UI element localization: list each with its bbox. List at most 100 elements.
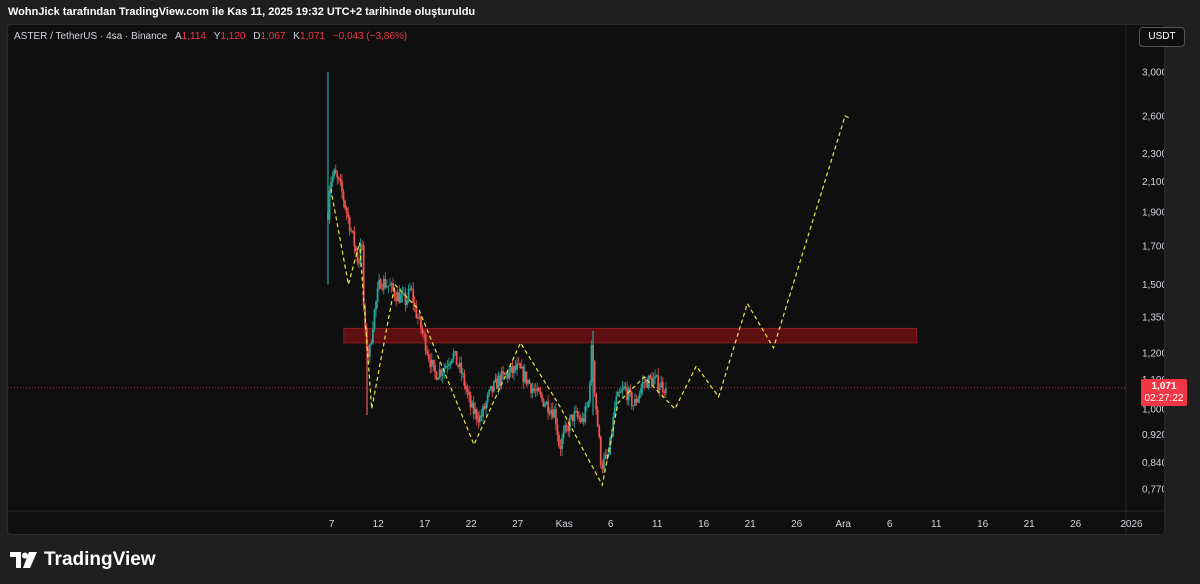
- bar-countdown: 02:27:22: [1144, 393, 1184, 404]
- candle-body: [446, 366, 449, 367]
- candle-body: [492, 381, 495, 392]
- y-tick-label: 1,000: [1142, 404, 1164, 415]
- candle-body: [533, 388, 536, 391]
- candle-body: [640, 387, 642, 394]
- x-tick-label: 7: [329, 519, 335, 530]
- candlestick-chart[interactable]: 3,000 2,600 2,300 2,100 1,900 1,700 1,500 1,350…: [8, 25, 1164, 534]
- x-tick-label: 27: [512, 519, 524, 530]
- candle-body: [344, 200, 346, 208]
- candle-body: [415, 305, 418, 318]
- candle-body: [334, 169, 337, 174]
- candle-body: [471, 402, 474, 408]
- candle-body: [409, 288, 412, 290]
- candle-body: [475, 409, 478, 419]
- candle-body: [587, 401, 590, 407]
- x-tick-label: 11: [931, 519, 942, 530]
- legend-high-label: Y: [213, 31, 221, 42]
- candle-body: [427, 354, 430, 360]
- candle-body: [654, 376, 656, 379]
- candle-body: [598, 426, 601, 437]
- candle-body: [424, 334, 427, 352]
- candle-body: [444, 366, 447, 369]
- candle-body: [556, 424, 559, 436]
- candle-body: [491, 386, 494, 392]
- candle-body: [370, 342, 373, 345]
- candle-body: [458, 362, 461, 367]
- candle-body: [420, 316, 422, 330]
- x-tick-label: 6: [608, 519, 614, 530]
- candle-body: [585, 406, 588, 408]
- candle-body: [540, 394, 543, 399]
- candle-body: [638, 393, 641, 399]
- x-tick-label: 22: [466, 519, 478, 530]
- candle-body: [455, 351, 458, 365]
- candle-body: [520, 366, 523, 369]
- y-tick-label: 0,770: [1142, 485, 1164, 496]
- candle-body: [596, 409, 599, 427]
- candle-body: [465, 385, 467, 390]
- candle-body: [418, 316, 421, 319]
- candle-body: [438, 369, 441, 378]
- candle-body: [663, 391, 666, 394]
- candle-body: [390, 282, 393, 286]
- candle-body: [494, 378, 497, 382]
- candle-body: [544, 404, 546, 407]
- candle-body: [593, 360, 596, 394]
- candle-body: [582, 417, 585, 423]
- candle-body: [545, 401, 548, 405]
- candle-body: [423, 333, 425, 335]
- candle-body: [573, 410, 576, 422]
- candle-body: [657, 375, 660, 391]
- x-tick-label: 16: [977, 519, 989, 530]
- candle-body: [480, 415, 483, 417]
- y-tick-label: 0,840: [1142, 458, 1164, 469]
- candle-body: [372, 328, 374, 343]
- candle-body: [604, 454, 607, 459]
- x-tick-label: 12: [373, 519, 385, 530]
- candle-body: [655, 375, 658, 377]
- candle-body: [454, 351, 456, 353]
- candle-body: [398, 292, 401, 303]
- candle-body: [547, 401, 549, 413]
- candle-body: [412, 289, 415, 303]
- candle-body: [396, 292, 399, 302]
- x-tick-label: 11: [652, 519, 663, 530]
- candle-body: [602, 458, 605, 470]
- candle-body: [452, 352, 455, 360]
- candle-body: [620, 391, 622, 393]
- candle-body: [354, 246, 357, 252]
- candle-body: [447, 364, 450, 367]
- legend-open-label: A: [175, 31, 182, 42]
- candle-body: [505, 373, 508, 375]
- tradingview-logo: TradingView: [10, 549, 156, 571]
- candle-body: [550, 409, 553, 414]
- x-tick-label: 16: [698, 519, 710, 530]
- candle-body: [525, 371, 528, 384]
- candle-body: [350, 230, 353, 232]
- candle-body: [485, 402, 487, 409]
- candle-body: [469, 394, 472, 408]
- candle-body: [361, 244, 363, 246]
- x-tick-label: 26: [1070, 519, 1082, 530]
- candle-body: [612, 416, 615, 436]
- candle-body: [347, 212, 350, 218]
- candle-body: [564, 425, 567, 432]
- y-tick-label: 1,200: [1142, 348, 1164, 359]
- candle-body: [336, 173, 339, 178]
- candle-body: [562, 431, 565, 439]
- candle-body: [664, 387, 667, 394]
- legend-symbol: ASTER / TetherUS · 4sa · Binance: [14, 31, 168, 42]
- candle-body: [367, 348, 370, 357]
- candle-body: [514, 366, 517, 370]
- tradingview-brand: TradingView: [44, 549, 156, 570]
- candle-body: [330, 182, 332, 191]
- candle-body: [429, 359, 432, 368]
- candle-body: [407, 288, 410, 301]
- currency-selector-button[interactable]: USDT: [1139, 27, 1185, 47]
- candle-body: [359, 244, 362, 264]
- candle-body: [331, 176, 334, 183]
- candle-body: [382, 278, 385, 290]
- candle-body: [531, 388, 534, 393]
- y-tick-label: 2,300: [1142, 149, 1164, 160]
- candle-body: [461, 373, 464, 374]
